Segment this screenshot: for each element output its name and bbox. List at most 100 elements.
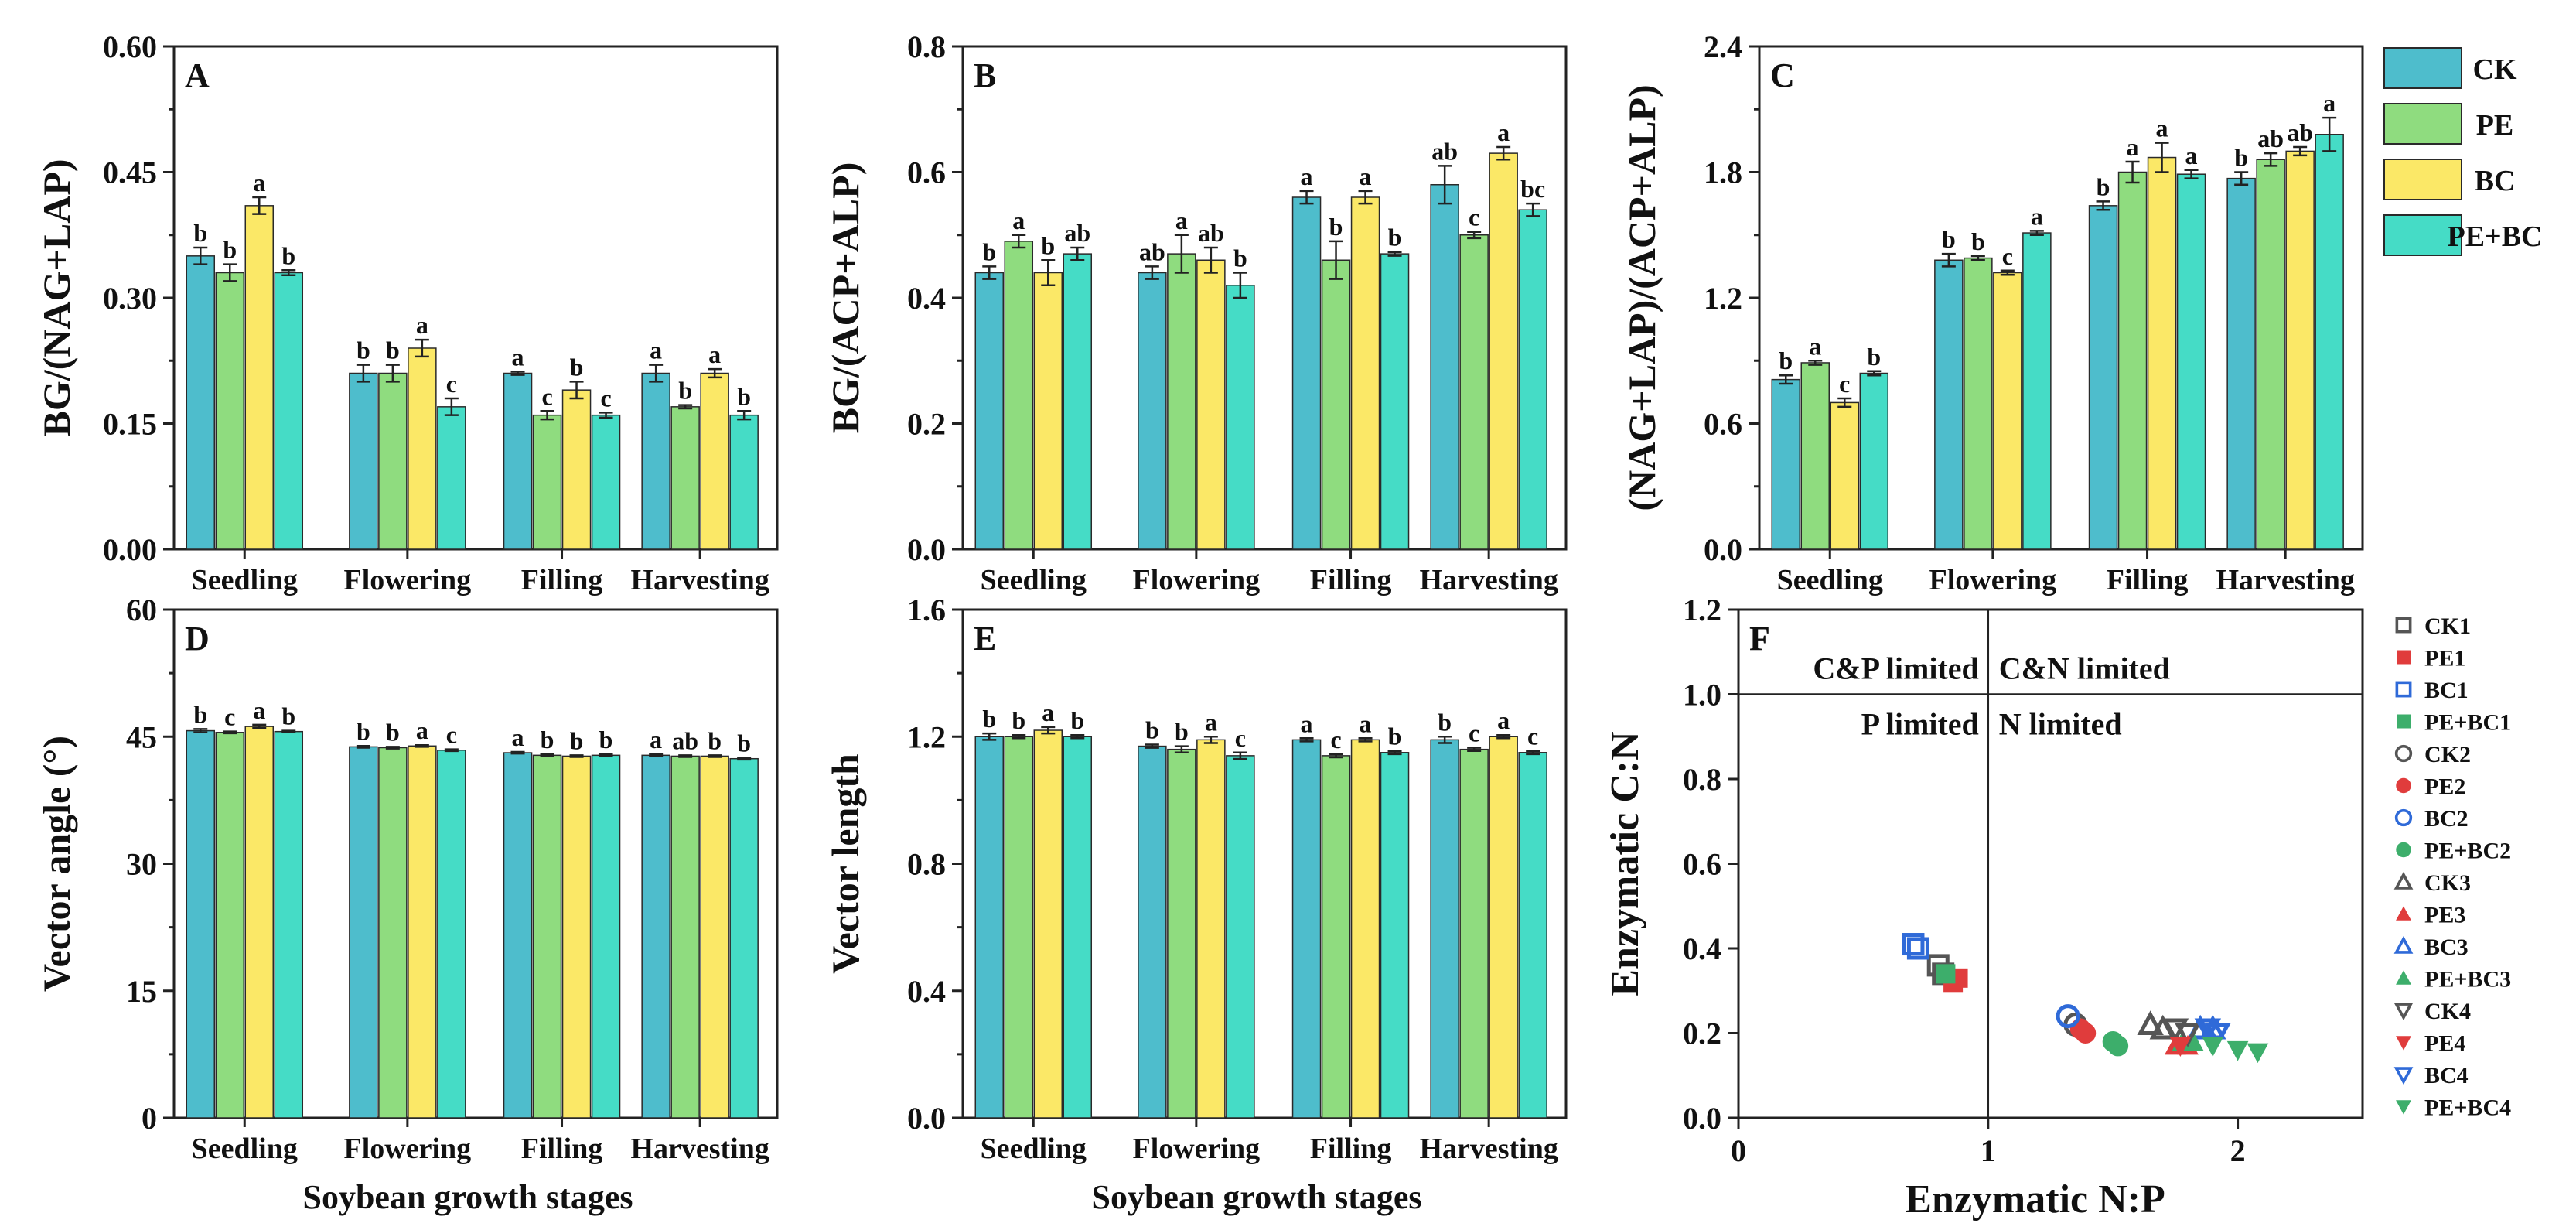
bar-pe-seedling (215, 732, 245, 1119)
scatter-point (2393, 1067, 2414, 1085)
plot-frame (1737, 608, 2364, 1119)
bar-ck-flowering (349, 372, 378, 550)
x-tick-label: Harvesting (1419, 1133, 1558, 1165)
scatter-point (2247, 1043, 2269, 1064)
bar-pe-bc-harvesting (1518, 209, 1547, 550)
significance-letter: a (1301, 162, 1313, 190)
bar-ck-harvesting (1430, 739, 1459, 1119)
x-tick-label: Filling (521, 564, 603, 596)
scatter-legend-label: PE+BC4 (2424, 1095, 2511, 1121)
y-tick-label: 1.2 (1683, 593, 1721, 627)
scatter-legend-label: CK1 (2424, 613, 2471, 639)
bar-bc-seedling (244, 205, 275, 550)
significance-letter: b (1779, 347, 1793, 374)
significance-letter: ab (1198, 219, 1224, 247)
significance-letter: b (1438, 708, 1452, 736)
region-label: C&P limited (1813, 651, 1978, 686)
y-tick-label: 1.8 (1704, 155, 1742, 190)
significance-letter: a (253, 696, 265, 724)
significance-letter: b (1942, 225, 1956, 253)
significance-letter: ab (1139, 237, 1165, 265)
legend-label: PE+BC (2448, 220, 2543, 253)
y-tick-label: 0.0 (907, 532, 946, 567)
bar-bc-harvesting (700, 372, 729, 550)
scatter-point (2393, 935, 2414, 954)
scatter-legend-label: PE+BC1 (2424, 710, 2511, 736)
bar-pe-flowering (1167, 748, 1196, 1119)
bar-bc-filling (561, 755, 592, 1119)
scatter-legend-label: PE3 (2424, 903, 2465, 928)
significance-letter: a (1497, 706, 1510, 734)
scatter-point (2393, 871, 2414, 890)
significance-letter: c (224, 703, 235, 731)
panel-label: E (974, 620, 996, 658)
y-tick-label: 0.6 (1704, 407, 1742, 442)
significance-letter: c (1469, 203, 1479, 231)
y-tick-label: 0.6 (907, 155, 946, 190)
bar-pe-bc-filling (1380, 752, 1410, 1119)
bar-pe-bc-flowering (437, 750, 466, 1119)
y-tick-label: 0.2 (1683, 1016, 1721, 1051)
scatter-point (2194, 1018, 2222, 1044)
legend-item-pe-bc: PE+BC (2383, 214, 2543, 256)
bar-bc-filling (1350, 196, 1380, 550)
significance-letter: b (223, 236, 237, 264)
significance-letter: b (193, 219, 207, 247)
bar-pe-filling (532, 754, 562, 1119)
significance-letter: c (1839, 370, 1850, 398)
scatter-point (2396, 906, 2411, 921)
bar-bc-filling (561, 389, 592, 550)
scatter-point (2393, 1003, 2414, 1021)
bar-pe-flowering (1964, 257, 1993, 550)
y-tick-label: 0.6 (1683, 847, 1721, 882)
bar-ck-filling (1291, 739, 1322, 1119)
significance-letter: a (2031, 202, 2043, 230)
y-tick-label: 0.0 (907, 1101, 946, 1136)
scatter-legend-label: CK3 (2424, 870, 2471, 896)
scatter-point (2395, 617, 2412, 634)
significance-letter: a (1360, 709, 1372, 737)
scatter-point (1936, 964, 1956, 984)
bar-pe-bc-harvesting (1518, 752, 1547, 1119)
scatter-legend-item: PE+BC3 (2396, 967, 2511, 993)
bar-pe-bc-flowering (2022, 232, 2052, 550)
y-axis-label: BG/(ACP+ALP) (824, 162, 867, 434)
significance-letter: b (1070, 706, 1084, 734)
bar-ck-harvesting (1430, 184, 1459, 550)
scatter-point (2396, 1100, 2411, 1115)
bar-ck-filling (503, 752, 533, 1119)
significance-letter: a (253, 169, 265, 196)
legend: CK PE BC PE+BC (2383, 47, 2543, 256)
bar-bc-flowering (1993, 272, 2022, 550)
y-axis-label: (NAG+LAP)/(ACP+ALP) (1620, 84, 1663, 511)
significance-letter: b (1233, 244, 1247, 272)
y-tick-label: 0.8 (1683, 762, 1721, 797)
x-tick-label: Flowering (1133, 1133, 1261, 1165)
bar-bc-seedling (1033, 272, 1063, 550)
scatter-point (2396, 714, 2411, 729)
x-tick-label: Filling (1310, 1133, 1392, 1165)
scatter-legend-label: BC1 (2424, 678, 2469, 703)
x-tick-label: Seedling (1777, 564, 1883, 596)
scatter-legend-item: PE2 (2396, 774, 2465, 800)
bar-ck-harvesting (641, 754, 670, 1119)
bar-pe-seedling (1004, 241, 1034, 550)
significance-letter: b (386, 718, 400, 746)
scatter-legend-item: PE+BC4 (2396, 1095, 2511, 1121)
significance-letter: a (2127, 133, 2139, 161)
x-axis-label: Enzymatic N:P (1905, 1177, 2165, 1221)
scatter-legend-item: CK2 (2394, 742, 2471, 767)
significance-letter: c (446, 721, 457, 749)
x-tick-label: 1 (1981, 1133, 1996, 1168)
significance-letter: a (2185, 142, 2198, 169)
bar-pe-bc-seedling (274, 730, 304, 1119)
significance-letter: ab (672, 726, 698, 754)
bar-bc-filling (2147, 156, 2177, 550)
legend-label: PE (2476, 109, 2514, 142)
bar-ck-filling (503, 372, 533, 550)
panel-label: B (974, 56, 996, 94)
